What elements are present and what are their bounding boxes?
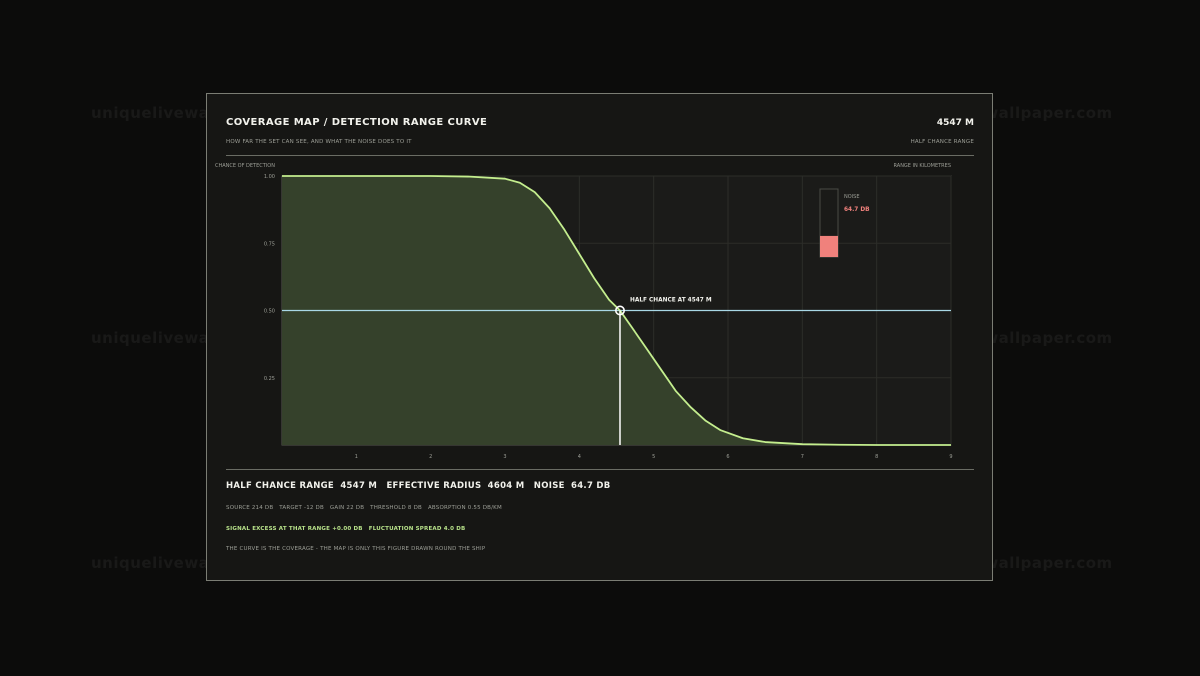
x-tick-label: 2 [429,454,432,460]
param-absorption: ABSORPTION 0.55 DB/KM [427,505,502,511]
param-target: TARGET -12 DB [279,505,324,511]
half-range-marker [614,305,625,316]
x-tick-label: 8 [875,454,878,460]
page-title: COVERAGE MAP / DETECTION RANGE CURVE [226,117,488,128]
signal-excess-line: SIGNAL EXCESS AT THAT RANGE +0.00 DB FLU… [226,526,469,532]
x-tick-label: 7 [801,454,804,460]
half-range-annotation: HALF CHANCE AT 4547 M [630,298,712,304]
summary-value-effective-radius: 4604 M [487,481,525,491]
x-tick-label: 1 [355,454,358,460]
footer-divider [226,469,974,470]
header-divider [226,155,974,156]
fluctuation-spread: FLUCTUATION SPREAD 4.0 DB [368,526,466,532]
y-tick-label: 0.25 [264,376,275,382]
noise-gauge-fill [820,235,838,257]
footnote: THE CURVE IS THE COVERAGE - THE MAP IS O… [226,546,486,552]
signal-excess: SIGNAL EXCESS AT THAT RANGE +0.00 DB [226,526,363,532]
summary-label-noise: NOISE [533,481,565,491]
page-subtitle: HOW FAR THE SET CAN SEE, AND WHAT THE NO… [226,139,412,145]
noise-gauge-value: 64.7 DB [844,207,870,213]
summary-value-noise: 64.7 DB [571,481,611,491]
detection-curve [282,175,951,446]
summary-label-effective-radius: EFFECTIVE RADIUS [386,481,482,491]
param-gain: GAIN 22 DB [329,505,365,511]
summary-value-half-range: 4547 M [340,481,378,491]
half-range-value: 4547 M [936,118,974,128]
half-range-caption: HALF CHANCE RANGE [910,139,974,145]
x-tick-label: 4 [578,454,581,460]
x-tick-label: 6 [726,454,729,460]
param-threshold: THRESHOLD 8 DB [370,505,422,511]
summary-label-half-range: HALF CHANCE RANGE [226,481,335,491]
y-tick-label: 1.00 [264,174,275,180]
detection-chart: HALF CHANCE AT 4547 M 1.00 0.75 0.50 0.25 1 2 3… [215,163,953,460]
noise-gauge-label: NOISE [844,194,859,200]
param-source: SOURCE 214 DB [226,505,274,511]
x-tick-label: 5 [652,454,655,460]
y-tick-label: 0.50 [264,309,275,315]
coverage-panel: COVERAGE MAP / DETECTION RANGE CURVE 454… [206,93,993,581]
x-axis-label: RANGE IN KILOMETRES [894,163,952,169]
x-tick-label: 9 [949,454,952,460]
summary-line: HALF CHANCE RANGE 4547 M EFFECTIVE RADIU… [226,481,617,491]
y-tick-label: 0.75 [264,241,275,247]
y-axis-label: CHANCE OF DETECTION [215,163,275,169]
x-tick-label: 3 [503,454,506,460]
parameter-line: SOURCE 214 DB TARGET -12 DB GAIN 22 DB T… [226,505,506,511]
